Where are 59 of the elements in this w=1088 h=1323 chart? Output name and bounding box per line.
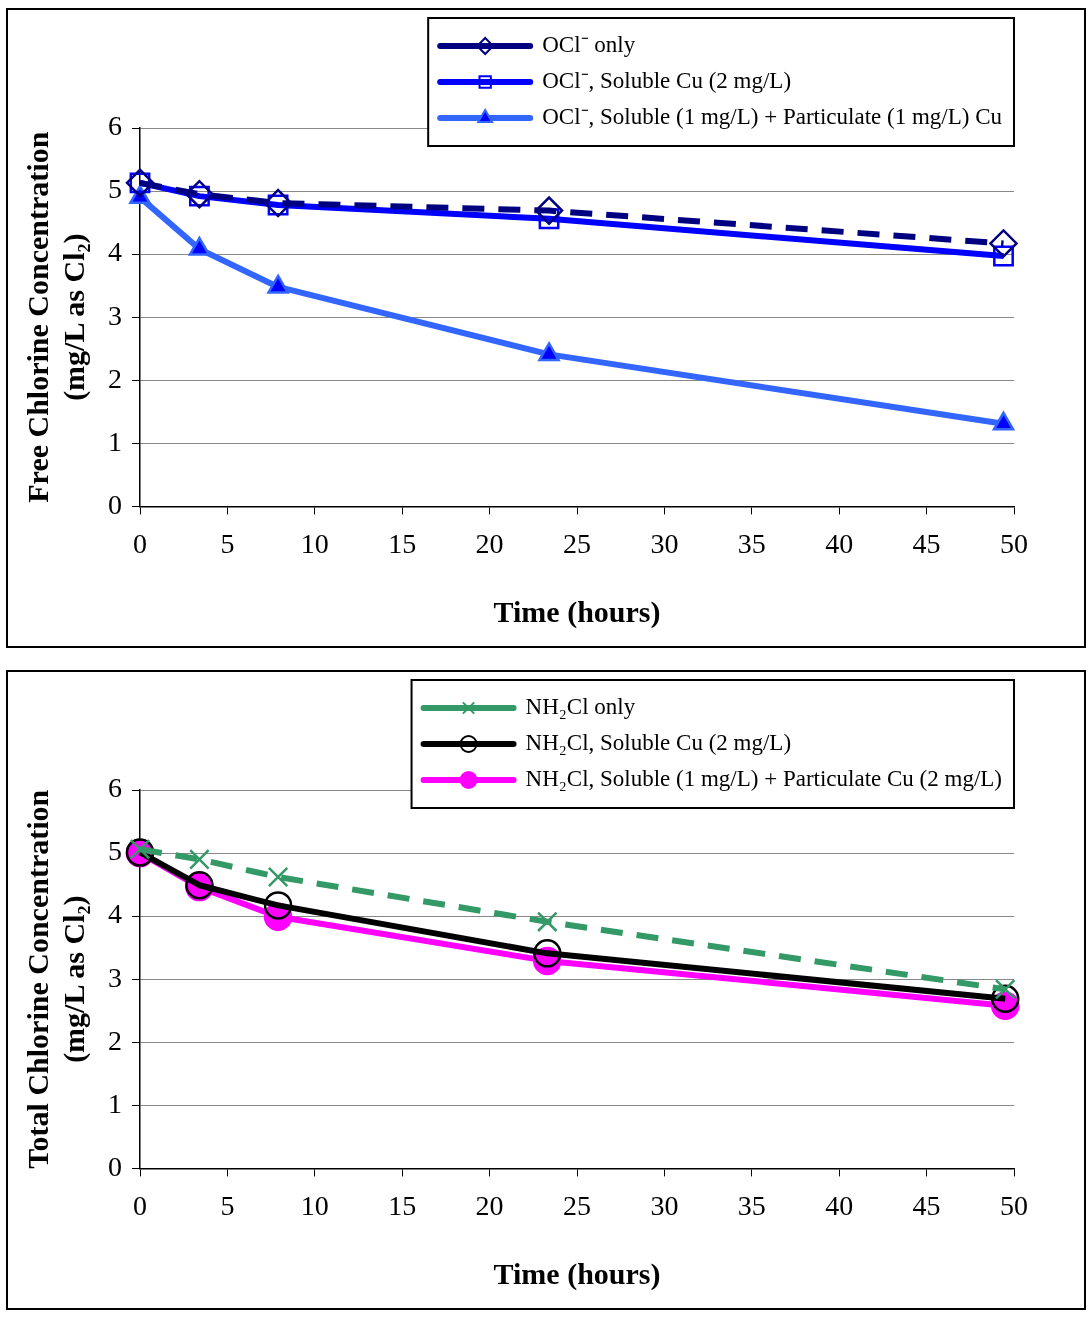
x-tick-label: 25 xyxy=(563,1189,591,1221)
point xyxy=(989,229,1018,258)
point xyxy=(992,411,1015,431)
y-axis-title: Free Chlorine Concentration (mg/L as Cl₂) xyxy=(20,131,91,503)
point xyxy=(536,911,558,933)
x-tick-label: 15 xyxy=(388,1189,417,1221)
point xyxy=(263,891,293,920)
legend-label: NH₂Cl only xyxy=(525,694,636,720)
x-tick-label: 30 xyxy=(650,1189,679,1221)
y-tick-label: 1 xyxy=(108,425,122,457)
x-tick-label: 10 xyxy=(300,527,329,559)
point xyxy=(188,848,210,870)
x-tick-label: 5 xyxy=(220,1189,235,1221)
point xyxy=(993,245,1014,267)
y-tick-label: 6 xyxy=(108,110,122,142)
y-tick-label: 5 xyxy=(108,835,122,867)
x-tick-label: 45 xyxy=(912,1189,941,1221)
x-tick-label: 35 xyxy=(737,527,766,559)
point xyxy=(267,274,289,294)
x-tick-label: 45 xyxy=(912,527,941,559)
x-axis-title: Time (hours) xyxy=(493,594,661,629)
point xyxy=(538,342,560,362)
x-tick-label: 10 xyxy=(300,1189,329,1221)
x-tick-label: 20 xyxy=(475,1189,504,1221)
x-tick-label: 20 xyxy=(475,527,504,559)
y-tick-label: 0 xyxy=(108,1150,122,1182)
x-tick-label: 40 xyxy=(825,1189,854,1221)
x-tick-label: 25 xyxy=(563,527,591,559)
point xyxy=(185,179,214,209)
x-tick-label: 50 xyxy=(1000,527,1028,559)
legend-label: NH₂Cl, Soluble (1 mg/L) + Particulate Cu (2 mg/L) xyxy=(525,766,1002,792)
legend-label: OCl⁻, Soluble (1 mg/L) + Particulate (1 mg/L) Cu xyxy=(542,104,1003,130)
legend-label: OCl⁻ only xyxy=(542,32,636,58)
x-tick-label: 0 xyxy=(133,527,147,559)
y-tick-label: 2 xyxy=(108,1024,122,1056)
point xyxy=(267,866,289,888)
x-tick-label: 5 xyxy=(220,527,235,559)
legend-label: OCl⁻, Soluble Cu (2 mg/L) xyxy=(542,68,792,94)
x-tick-label: 0 xyxy=(133,1189,147,1221)
y-tick-label: 3 xyxy=(108,299,122,331)
y-tick-label: 4 xyxy=(108,236,122,268)
y-tick-label: 5 xyxy=(108,173,122,205)
x-tick-label: 50 xyxy=(1000,1189,1028,1221)
y-axis-title: Total Chlorine Concentration (mg/L as Cl₂) xyxy=(20,789,91,1169)
x-tick-label: 15 xyxy=(388,527,417,559)
point xyxy=(533,939,562,968)
y-tick-label: 1 xyxy=(108,1087,122,1119)
y-tick-label: 3 xyxy=(108,961,122,993)
x-tick-label: 35 xyxy=(737,1189,766,1221)
y-tick-label: 6 xyxy=(108,772,122,804)
y-tick-label: 4 xyxy=(108,898,122,930)
x-axis-title: Time (hours) xyxy=(493,1256,661,1291)
point xyxy=(263,188,293,218)
y-tick-label: 2 xyxy=(108,362,122,394)
point xyxy=(534,196,564,225)
legend-label: NH₂Cl, Soluble Cu (2 mg/L) xyxy=(525,730,792,756)
x-tick-label: 30 xyxy=(650,527,679,559)
y-tick-label: 0 xyxy=(108,488,122,520)
x-tick-label: 40 xyxy=(825,527,854,559)
